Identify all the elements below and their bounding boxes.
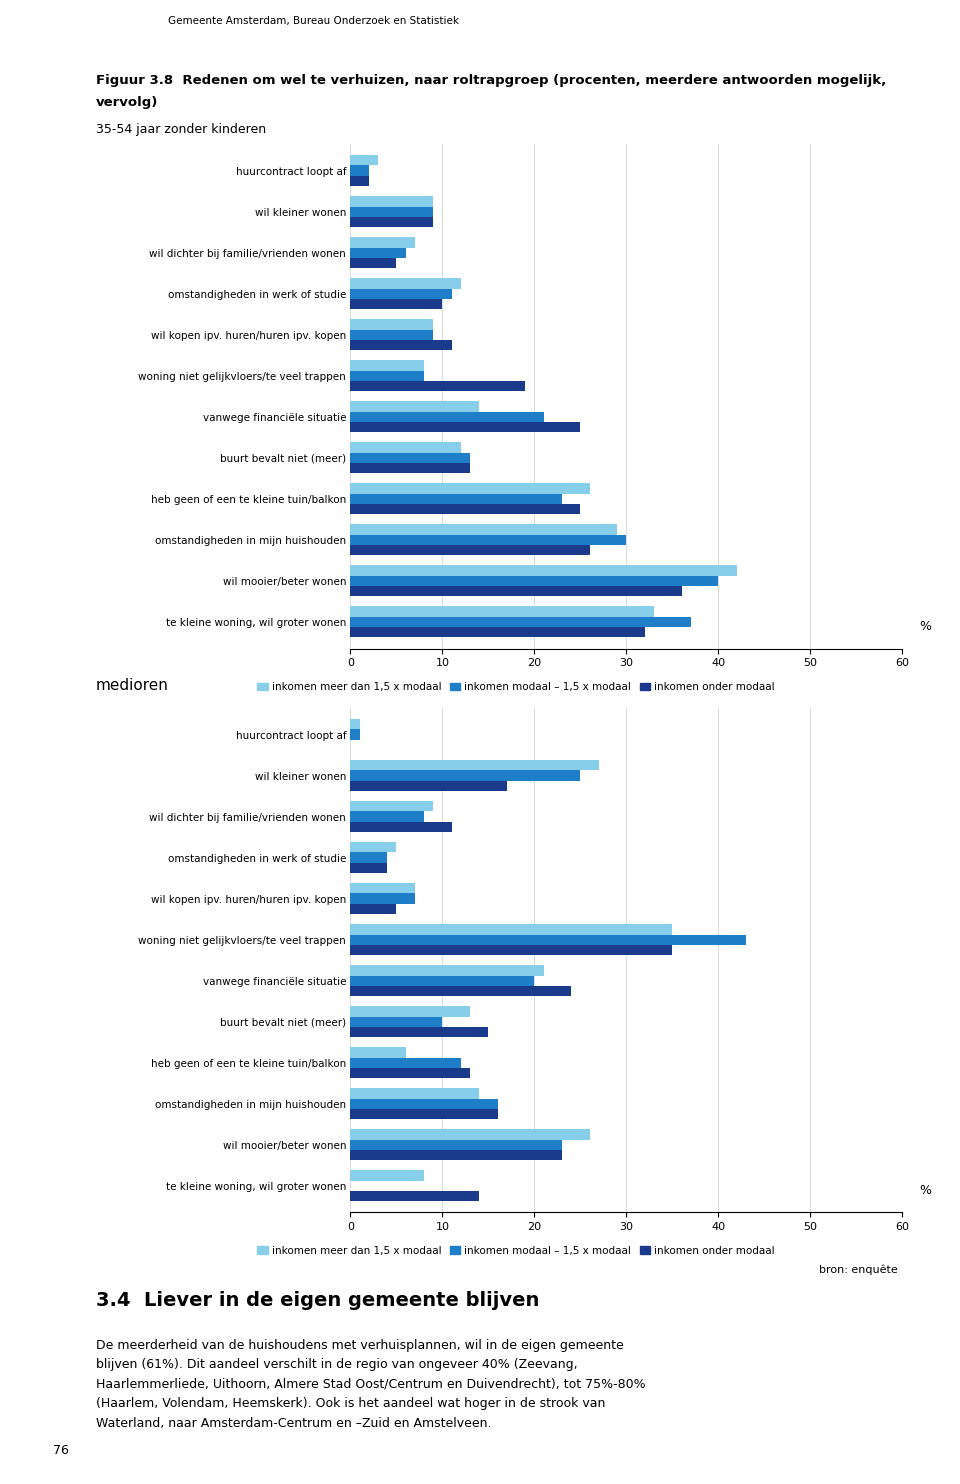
Bar <box>350 781 507 791</box>
Bar <box>350 545 589 555</box>
Bar <box>350 935 746 945</box>
Bar <box>350 340 451 350</box>
Bar <box>350 883 415 893</box>
Bar <box>350 843 396 852</box>
Bar <box>350 720 360 730</box>
Bar <box>350 196 433 206</box>
Bar <box>350 484 589 494</box>
Bar <box>350 586 682 597</box>
Bar <box>350 607 654 617</box>
Text: bron: enquête: bron: enquête <box>819 1264 898 1275</box>
Text: Figuur 3.8  Redenen om wel te verhuizen, naar roltrapgroep (procenten, meerdere : Figuur 3.8 Redenen om wel te verhuizen, … <box>96 74 886 88</box>
Legend: inkomen meer dan 1,5 x modaal, inkomen modaal – 1,5 x modaal, inkomen onder moda: inkomen meer dan 1,5 x modaal, inkomen m… <box>253 1242 779 1260</box>
Legend: inkomen meer dan 1,5 x modaal, inkomen modaal – 1,5 x modaal, inkomen onder moda: inkomen meer dan 1,5 x modaal, inkomen m… <box>253 678 779 696</box>
Bar <box>350 361 424 371</box>
Bar <box>350 1058 461 1068</box>
Bar <box>350 319 433 329</box>
Text: medioren: medioren <box>96 678 169 693</box>
Bar <box>350 206 433 217</box>
Bar <box>350 217 433 227</box>
Bar <box>350 237 415 248</box>
Bar <box>350 617 691 626</box>
Bar <box>350 442 461 453</box>
Bar <box>350 401 479 411</box>
Bar <box>350 730 360 739</box>
Bar <box>350 156 378 166</box>
Bar <box>350 1088 479 1098</box>
Bar <box>350 329 433 340</box>
Bar <box>350 965 543 975</box>
Bar <box>350 985 571 996</box>
Bar <box>350 505 581 513</box>
Text: %: % <box>919 1184 931 1198</box>
Bar <box>350 1190 479 1201</box>
Bar <box>350 371 424 381</box>
Text: vervolg): vervolg) <box>96 96 158 110</box>
Bar <box>350 565 737 576</box>
Bar <box>350 1068 470 1077</box>
Bar <box>350 534 626 545</box>
Bar <box>350 945 672 956</box>
Bar <box>350 453 470 463</box>
Bar <box>350 166 369 175</box>
Bar <box>350 925 672 935</box>
Bar <box>350 576 718 586</box>
Bar <box>350 248 405 258</box>
Bar <box>350 288 451 298</box>
Bar <box>350 975 535 985</box>
Text: De meerderheid van de huishoudens met verhuisplannen, wil in de eigen gemeente
b: De meerderheid van de huishoudens met ve… <box>96 1339 646 1429</box>
Bar <box>350 421 581 432</box>
Bar <box>350 494 562 505</box>
Bar <box>350 822 451 833</box>
Bar <box>350 1109 497 1119</box>
Bar <box>350 279 461 288</box>
Bar <box>350 893 415 904</box>
Bar <box>350 463 470 473</box>
Bar <box>350 411 543 421</box>
Bar <box>350 801 433 812</box>
Bar <box>350 1129 589 1140</box>
Bar <box>350 760 599 770</box>
Bar <box>350 298 443 309</box>
Bar <box>350 1098 497 1109</box>
Bar <box>350 770 581 781</box>
Bar <box>350 524 617 534</box>
Text: %: % <box>919 620 931 634</box>
Bar <box>350 626 645 637</box>
Text: 35-54 jaar zonder kinderen: 35-54 jaar zonder kinderen <box>96 123 266 137</box>
Bar <box>350 175 369 186</box>
Text: 76: 76 <box>53 1444 69 1457</box>
Text: 3.4  Liever in de eigen gemeente blijven: 3.4 Liever in de eigen gemeente blijven <box>96 1291 540 1310</box>
Bar <box>350 1150 562 1160</box>
Bar <box>350 812 424 822</box>
Bar <box>350 1140 562 1150</box>
Bar <box>350 852 387 862</box>
Text: Gemeente Amsterdam, Bureau Onderzoek en Statistiek: Gemeente Amsterdam, Bureau Onderzoek en … <box>168 15 459 25</box>
Bar <box>350 1006 470 1017</box>
Bar <box>350 862 387 873</box>
Bar <box>350 1048 405 1058</box>
Bar <box>350 381 525 392</box>
Bar <box>350 1171 424 1181</box>
Bar <box>350 904 396 914</box>
Bar <box>350 1027 489 1037</box>
Bar <box>350 1017 443 1027</box>
Bar <box>350 258 396 269</box>
